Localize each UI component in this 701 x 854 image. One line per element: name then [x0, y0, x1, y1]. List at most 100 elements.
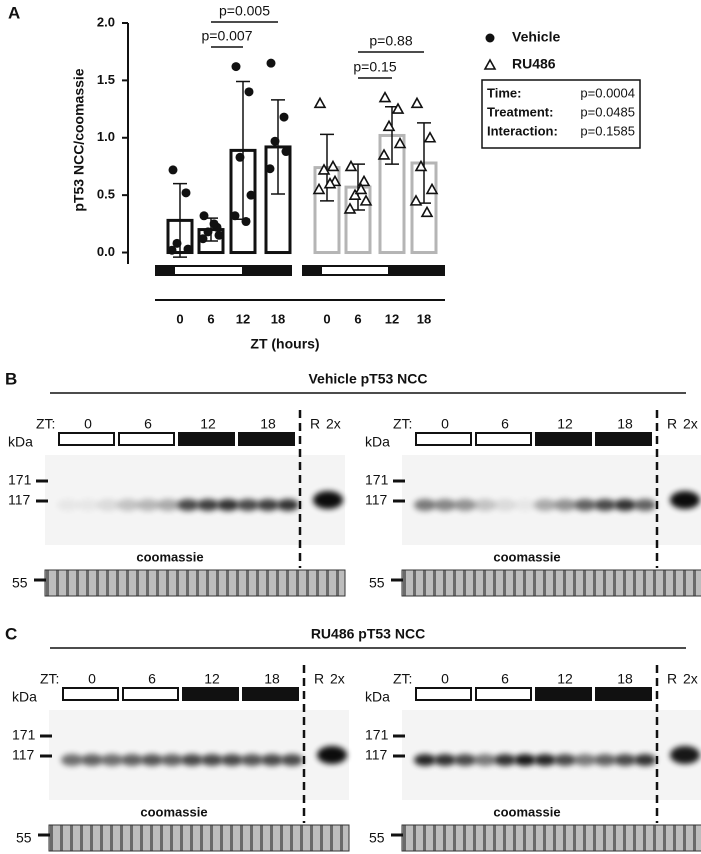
data-point — [357, 174, 371, 187]
data-point — [423, 131, 437, 143]
band — [494, 499, 516, 511]
phase-box — [242, 687, 299, 701]
stat-label: Time: — [487, 85, 521, 100]
phase-box — [415, 432, 472, 446]
p-value: p=0.15 — [353, 59, 396, 75]
x-tick-label: 6 — [354, 311, 361, 326]
light-phase — [175, 267, 242, 274]
phase-box — [475, 687, 532, 701]
data-point — [410, 96, 424, 109]
band — [121, 754, 143, 766]
data-point — [167, 245, 177, 255]
data-point — [378, 90, 392, 103]
time-label: 12 — [200, 416, 216, 432]
zt-label: ZT: — [36, 416, 55, 432]
band — [217, 499, 239, 511]
band — [554, 754, 576, 766]
y-tick-label: 1.0 — [97, 129, 115, 144]
mw-label: 171 — [365, 727, 389, 743]
data-point — [323, 177, 337, 189]
x-tick-label: 0 — [176, 311, 183, 326]
x-tick-label: 6 — [207, 311, 214, 326]
x-tick-label: 18 — [271, 311, 285, 326]
ref-label: R — [310, 416, 320, 432]
phase-box — [595, 432, 652, 446]
coomassie-strip — [401, 569, 701, 597]
band — [317, 746, 347, 764]
band — [514, 754, 536, 766]
ref-label: 2x — [326, 416, 341, 432]
blot: ZT: 0 6 12 18 R 2x kDa 171 117 coomassie 55 — [365, 410, 701, 597]
y-axis-label: pT53 NCC/coomassie — [71, 68, 87, 211]
band — [474, 499, 496, 511]
time-label: 12 — [557, 416, 573, 432]
phase-box — [58, 432, 115, 446]
ref-label: R — [314, 671, 324, 687]
band — [594, 754, 616, 766]
kda-label: kDa — [365, 434, 390, 450]
band — [197, 499, 219, 511]
ref-label: R — [667, 416, 677, 432]
blot-image — [49, 710, 349, 800]
band — [261, 754, 283, 766]
kda-label: kDa — [8, 434, 33, 450]
data-point — [244, 87, 254, 97]
data-point — [348, 188, 362, 200]
legend-marker — [483, 58, 497, 70]
data-point — [231, 62, 241, 72]
phase-box — [238, 432, 295, 446]
band — [237, 499, 259, 511]
data-point — [377, 148, 391, 160]
data-point — [359, 194, 373, 206]
mw-label: 55 — [12, 575, 28, 591]
time-label: 18 — [617, 671, 633, 687]
band — [257, 499, 279, 511]
mw-label: 55 — [369, 830, 385, 846]
zt-label: ZT: — [393, 671, 412, 687]
band — [414, 499, 436, 511]
mw-label: 171 — [365, 472, 389, 488]
data-point — [343, 202, 357, 214]
data-point — [279, 112, 289, 122]
blot-image — [402, 455, 701, 545]
stat-label: Interaction: — [487, 123, 558, 138]
stats-box — [481, 79, 641, 149]
zt-label: ZT: — [40, 671, 59, 687]
band — [554, 499, 576, 511]
time-label: 6 — [148, 671, 156, 687]
coomassie-strip — [401, 824, 701, 852]
band — [313, 491, 343, 509]
data-point — [266, 58, 276, 68]
time-label: 6 — [501, 416, 509, 432]
band — [57, 499, 79, 511]
band — [614, 499, 636, 511]
x-tick-label: 18 — [417, 311, 431, 326]
band — [101, 754, 123, 766]
kda-label: kDa — [12, 689, 37, 705]
data-point — [393, 136, 407, 149]
band — [494, 754, 516, 766]
panel-title: RU486 pT53 NCC — [311, 626, 425, 642]
band — [414, 754, 436, 766]
time-label: 6 — [144, 416, 152, 432]
band — [181, 754, 203, 766]
band — [434, 754, 456, 766]
time-label: 0 — [441, 671, 449, 687]
band — [594, 499, 616, 511]
band — [474, 754, 496, 766]
data-point — [281, 147, 291, 157]
data-point — [235, 152, 245, 162]
phase-box — [475, 432, 532, 446]
band — [434, 499, 456, 511]
band — [61, 754, 83, 766]
band — [574, 499, 596, 511]
blot: ZT: 0 6 12 18 R 2x kDa 171 117 coomassie 55 — [12, 665, 350, 852]
y-tick-label: 0.5 — [97, 187, 115, 202]
band — [81, 754, 103, 766]
band — [514, 499, 536, 511]
data-point — [241, 217, 251, 227]
time-label: 6 — [501, 671, 509, 687]
x-tick-label: 0 — [323, 311, 330, 326]
blot-image — [45, 455, 345, 545]
phase-box — [595, 687, 652, 701]
